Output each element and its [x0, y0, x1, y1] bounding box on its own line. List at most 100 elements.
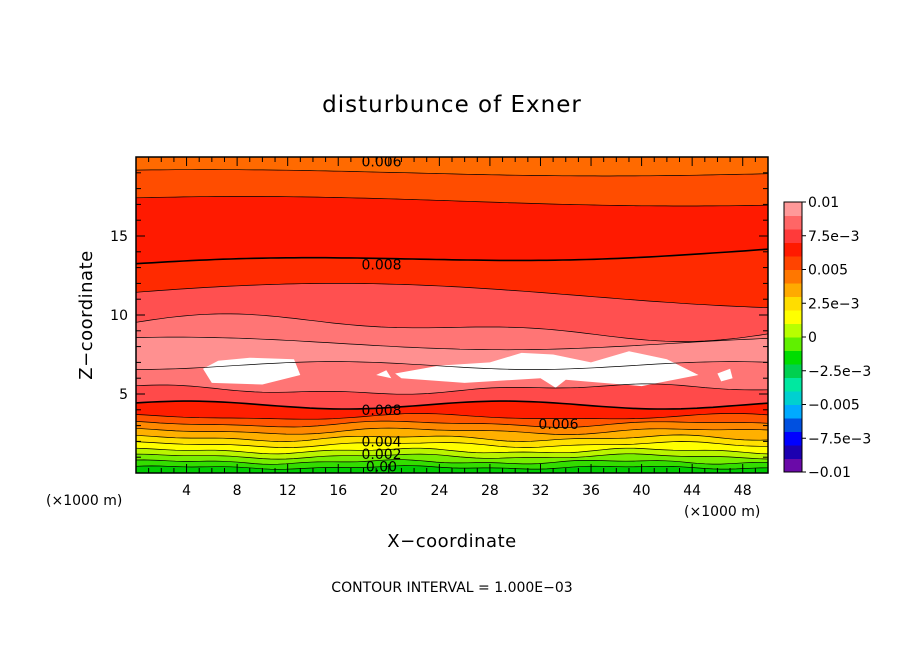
x-tick-label: 4	[182, 483, 191, 499]
contour-line	[136, 465, 768, 470]
x-tick-label: 20	[380, 483, 398, 499]
contour-line	[136, 434, 768, 442]
contour-line	[136, 441, 768, 448]
contour-line	[136, 413, 768, 420]
colorbar-segment	[784, 418, 802, 432]
x-tick-label: 28	[481, 483, 499, 499]
x-tick-label: 16	[329, 483, 347, 499]
contour-label: 0.008	[361, 257, 401, 273]
contour-maximum-region	[717, 368, 733, 382]
contour-lines	[136, 169, 768, 470]
contour-line	[136, 427, 768, 435]
y-tick-labels: 5 10 15	[110, 229, 128, 403]
contour-band	[136, 413, 768, 428]
contour-line	[136, 361, 768, 370]
colorbar-segment	[784, 256, 802, 270]
chart-title: disturbunce of Exner	[322, 92, 582, 118]
x-tick-label: 12	[279, 483, 297, 499]
colorbar-segment	[784, 350, 802, 365]
contour-maximum-region	[376, 370, 392, 379]
contour-fill-bands	[136, 157, 768, 473]
colorbar-segment	[784, 310, 802, 324]
contour-line	[136, 383, 768, 395]
contour-band	[136, 459, 768, 470]
colorbar-label: 7.5e−3	[808, 229, 860, 245]
contour-band	[136, 448, 768, 460]
contour-label: 0.006	[361, 155, 401, 171]
x-unit-label: (×1000 m)	[684, 504, 760, 520]
colorbar-segment	[784, 377, 802, 392]
contour-band	[136, 249, 768, 308]
contour-maximum-region	[203, 357, 301, 385]
contour-line	[136, 169, 768, 177]
colorbar-segment	[784, 283, 802, 297]
contour-band	[136, 313, 768, 350]
colorbar-label: 0	[808, 330, 817, 346]
colorbar-label: −7.5e−3	[808, 431, 871, 447]
y-tick-label: 15	[110, 229, 128, 245]
x-tick-labels: 4 8 12 16 20 24 28 32 36 40 44 48	[182, 483, 752, 499]
contour-line	[136, 248, 768, 265]
axis-ticks	[136, 157, 768, 473]
contour-band	[136, 196, 768, 264]
colorbar-segment	[784, 269, 802, 284]
contour-line	[136, 459, 768, 465]
contour-band	[136, 383, 768, 409]
colorbar-label: −0.01	[808, 465, 851, 481]
colorbar-segment	[784, 445, 802, 459]
colorbar-label: 0.005	[808, 263, 848, 279]
contour-line	[136, 196, 768, 207]
contour-band	[136, 441, 768, 454]
contour-interval-note: CONTOUR INTERVAL = 1.000E−03	[331, 580, 572, 596]
colorbar-labels: 0.01 7.5e−3 0.005 2.5e−3 0 −2.5e−3 −0.005 −7.5e…	[802, 195, 871, 481]
x-tick-label: 36	[582, 483, 600, 499]
x-axis-label: X−coordinate	[387, 531, 516, 552]
colorbar-segment	[784, 458, 802, 473]
contour-line	[136, 283, 768, 308]
y-tick-label: 5	[119, 387, 128, 403]
contour-band	[136, 283, 768, 342]
colorbar-segment	[784, 323, 802, 338]
y-unit-label: (×1000 m)	[46, 493, 122, 509]
colorbar-segment	[784, 229, 802, 243]
contour-band	[136, 169, 768, 206]
contour-label: 0.008	[361, 403, 401, 419]
colorbar-segment	[784, 337, 802, 351]
contour-band	[136, 401, 768, 420]
colorbar	[783, 201, 803, 473]
contour-line	[136, 420, 768, 428]
y-axis-label: Z−coordinate	[76, 250, 97, 379]
contour-band	[136, 157, 768, 176]
colorbar-segment	[784, 364, 802, 378]
x-tick-label: 48	[734, 483, 752, 499]
contour-line	[136, 336, 768, 351]
contour-line	[136, 400, 768, 410]
colorbar-label: 0.01	[808, 195, 839, 211]
colorbar-segment	[784, 242, 802, 257]
colorbar-label: −0.005	[808, 398, 860, 414]
x-tick-label: 44	[683, 483, 701, 499]
contour-line	[136, 313, 768, 342]
y-tick-label: 10	[110, 308, 128, 324]
colorbar-label: −2.5e−3	[808, 364, 871, 380]
x-tick-label: 8	[233, 483, 242, 499]
colorbar-segment	[784, 215, 802, 230]
contour-label: 0.006	[538, 417, 578, 433]
contour-label: 0.002	[361, 447, 401, 463]
contour-band	[136, 453, 768, 465]
contour-line	[136, 447, 768, 455]
x-tick-label: 32	[532, 483, 550, 499]
colorbar-segment	[784, 431, 802, 446]
colorbar-segment	[784, 391, 802, 405]
contour-line	[136, 453, 768, 460]
x-tick-label: 40	[633, 483, 651, 499]
colorbar-label: 2.5e−3	[808, 296, 860, 312]
x-tick-label: 24	[430, 483, 448, 499]
contour-label: 0.004	[361, 434, 401, 450]
colorbar-segment	[784, 202, 802, 216]
contour-label: 0.00	[366, 460, 397, 476]
colorbar-segment	[784, 404, 802, 419]
